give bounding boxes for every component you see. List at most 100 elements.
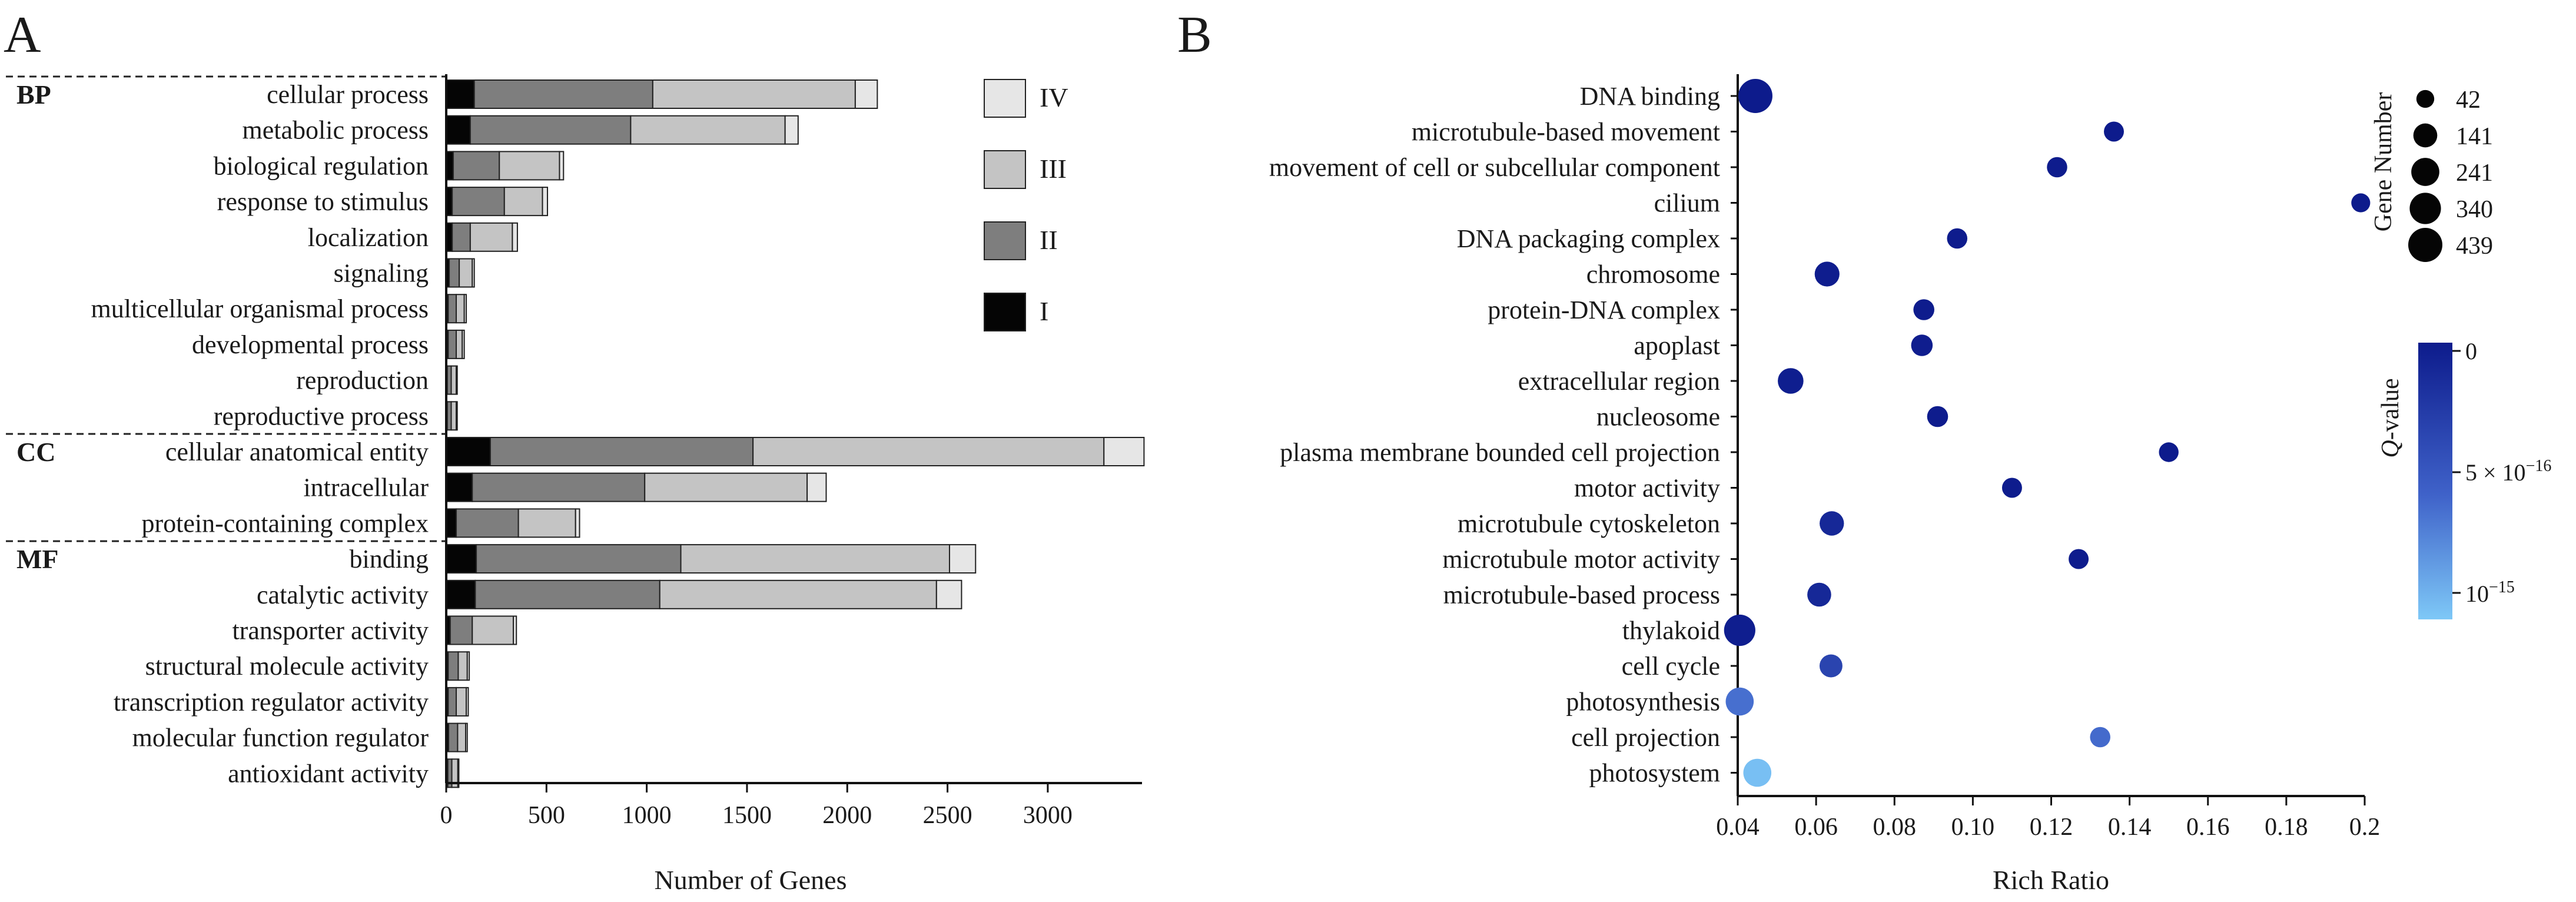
term-label-microtubule-based-process: microtubule-based process <box>1443 581 1720 609</box>
x-ticks: 0 500 1000 1500 2000 2500 3000 <box>440 783 1073 829</box>
bar-protein-containing-complex-stage-iv <box>575 508 580 538</box>
bar-metabolic-process-stage-ii <box>469 115 632 145</box>
bar-cellular-anatomical-entity-stage-i <box>446 437 491 466</box>
bar-multicellular-organismal-process-stage-iv <box>463 294 467 324</box>
b-x-tick-label-0-06: 0.06 <box>1794 814 1838 841</box>
bubble-thylakoid <box>1724 614 1755 646</box>
size-legend-dot-42 <box>2416 89 2435 108</box>
bar-protein-containing-complex-stage-iii <box>517 508 576 538</box>
category-label-antioxidant-activity: antioxidant activity <box>228 759 429 788</box>
bubble-cell-projection <box>2090 727 2110 748</box>
bar-localization-stage-iii <box>469 222 513 252</box>
term-label-cell-projection: cell projection <box>1571 723 1720 752</box>
term-label-cilium: cilium <box>1654 189 1720 218</box>
b-x-axis-label: Rich Ratio <box>1993 865 2109 895</box>
q-value-colorbar <box>2418 343 2452 619</box>
q-rest: -value <box>2377 378 2404 440</box>
category-label-transcription-regulator-activity: transcription regulator activity <box>114 688 429 717</box>
bar-cellular-anatomical-entity-stage-ii <box>489 437 754 466</box>
bar-metabolic-process-stage-iv <box>784 115 799 145</box>
q-value-legend-title: Q-value <box>2377 378 2404 457</box>
bar-developmental-process-stage-iii <box>456 329 463 359</box>
bar-intracellular-stage-ii <box>472 472 646 502</box>
bubble-protein-dna-complex <box>1913 299 1934 320</box>
b-x-tick-label-0-16: 0.16 <box>2186 814 2230 841</box>
size-legend-label-141: 141 <box>2456 123 2493 150</box>
bar-transcription-regulator-activity-stage-ii <box>447 687 457 717</box>
size-legend-dot-340 <box>2409 193 2441 224</box>
bar-molecular-function-regulator-stage-iii <box>457 722 467 752</box>
term-labels: DNA binding microtubule-based movement mov… <box>1269 82 1738 788</box>
b-x-tick-label-0-2: 0.2 <box>2349 814 2381 841</box>
category-label-biological-regulation: biological regulation <box>214 151 429 180</box>
category-label-signaling: signaling <box>334 259 429 288</box>
bar-response-to-stimulus-stage-iv <box>542 187 549 217</box>
group-label-bp: BP <box>16 79 51 110</box>
legend-label-ii: II <box>1040 225 1058 255</box>
term-label-microtubule-based-movement: microtubule-based movement <box>1412 118 1720 147</box>
term-label-microtubule-motor-activity: microtubule motor activity <box>1442 545 1720 574</box>
bubble-apoplast <box>1911 334 1933 356</box>
bubble-chromosome <box>1814 261 1840 287</box>
bar-localization-stage-ii <box>452 222 471 252</box>
bar-developmental-process-stage-iv <box>462 329 465 359</box>
category-label-binding: binding <box>350 545 429 573</box>
bar-molecular-function-regulator-stage-ii <box>448 722 459 752</box>
bar-protein-containing-complex-stage-ii <box>456 508 519 538</box>
group-labels: BP CC MF <box>6 75 446 574</box>
category-label-localization: localization <box>308 223 429 252</box>
bubble-cell-cycle <box>1819 654 1843 678</box>
size-legend-dot-439 <box>2408 228 2442 262</box>
size-legend-label-42: 42 <box>2456 87 2481 114</box>
b-x-tick-label-0-12: 0.12 <box>2030 814 2073 841</box>
b-x-tick-label-0-10: 0.10 <box>1951 814 1995 841</box>
bubble-dna-binding <box>1738 79 1772 113</box>
category-label-cellular-process: cellular process <box>267 80 429 109</box>
x-tick-label-0: 0 <box>440 802 453 829</box>
bar-multicellular-organismal-process-stage-iii <box>456 294 465 324</box>
b-x-tick-label-0-18: 0.18 <box>2265 814 2308 841</box>
cbar-label-1: 5 × 10−16 <box>2465 457 2551 486</box>
term-label-dna-binding: DNA binding <box>1580 82 1720 111</box>
x-axis-label: Number of Genes <box>654 865 847 895</box>
bar-structural-molecule-activity-stage-iv <box>466 651 470 681</box>
bar-response-to-stimulus-stage-ii <box>452 187 505 217</box>
gene-number-legend: Gene Number 42 141 241 340 439 <box>2370 87 2493 262</box>
term-label-protein-dna-complex: protein-DNA complex <box>1488 296 1720 324</box>
category-label-multicellular-organismal-process: multicellular organismal process <box>91 294 429 323</box>
cbar-label-0: 0 <box>2465 338 2477 364</box>
bar-signaling-stage-iv <box>472 258 475 288</box>
bar-metabolic-process-stage-iii <box>630 115 786 145</box>
bar-cellular-process-stage-i <box>446 79 475 109</box>
bubble-motor-activity <box>2001 477 2022 498</box>
legend-swatch-ii <box>984 221 1026 260</box>
bubble-cilium <box>2351 193 2371 213</box>
b-x-ticks: 0.04 0.06 0.08 0.10 0.12 0.14 0.16 0.18 0.2 <box>1716 796 2380 841</box>
bar-intracellular-stage-i <box>446 472 473 502</box>
bar-biological-regulation-stage-ii <box>452 151 500 181</box>
term-label-motor-activity: motor activity <box>1574 474 1720 503</box>
bubble-plasma-membrane-bounded-cell-projection <box>2159 442 2179 462</box>
bar-signaling-stage-ii <box>449 258 460 288</box>
bubble-dna-packaging-complex <box>1947 228 1968 249</box>
term-label-plasma-membrane-bounded-cell-projection: plasma membrane bounded cell projection <box>1280 438 1720 467</box>
term-label-chromosome: chromosome <box>1586 260 1720 289</box>
category-label-developmental-process: developmental process <box>192 330 429 359</box>
size-legend-label-241: 241 <box>2456 160 2493 187</box>
term-label-cell-cycle: cell cycle <box>1622 652 1720 681</box>
bar-catalytic-activity-stage-ii <box>474 579 660 609</box>
bubble-extracellular-region <box>1778 368 1804 394</box>
bubble-photosynthesis <box>1725 687 1754 716</box>
x-tick-label-500: 500 <box>528 802 565 829</box>
bar-intracellular-stage-iii <box>644 472 808 502</box>
bar-reproduction-stage-iv <box>456 365 458 395</box>
group-label-cc: CC <box>16 437 55 467</box>
cbar-label-2: 10−15 <box>2465 578 2515 607</box>
category-label-molecular-function-regulator: molecular function regulator <box>132 724 429 752</box>
category-label-structural-molecule-activity: structural molecule activity <box>145 652 429 681</box>
bar-cellular-process-stage-iii <box>652 79 856 109</box>
term-label-extracellular-region: extracellular region <box>1518 367 1720 396</box>
category-label-transporter-activity: transporter activity <box>232 616 429 645</box>
cbar-label-2-exp: −15 <box>2489 578 2515 596</box>
x-tick-label-3000: 3000 <box>1023 802 1073 829</box>
